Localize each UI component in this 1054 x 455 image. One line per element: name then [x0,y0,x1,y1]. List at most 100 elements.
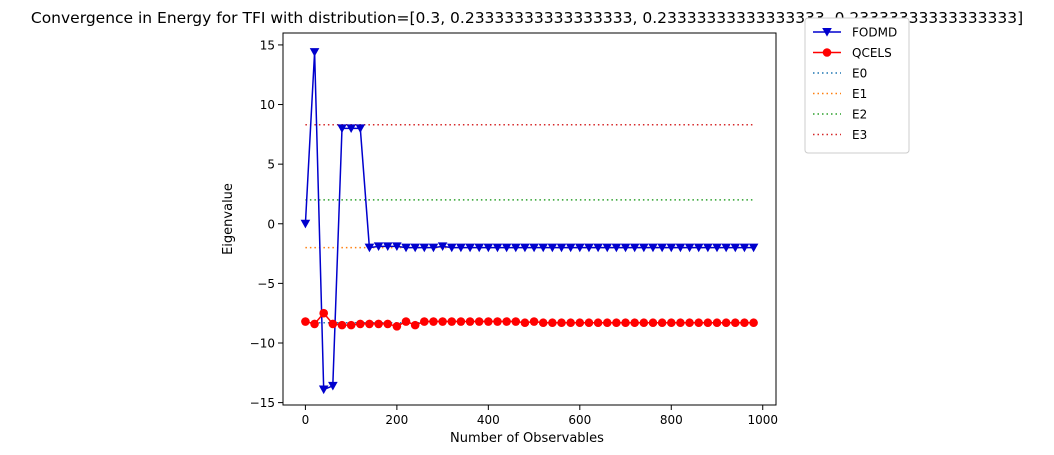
data-point-fodmd [419,243,430,253]
data-point-fodmd [547,243,558,253]
x-tick-label: 1000 [747,413,778,427]
data-point-fodmd [446,243,457,253]
y-tick-label: 0 [267,217,275,231]
data-point-fodmd [364,243,375,253]
data-point-qcels [465,317,475,326]
legend-marker-fodmd [822,28,832,37]
data-point-fodmd [730,243,741,253]
data-point-fodmd [318,385,329,395]
y-tick-label: 5 [267,158,275,172]
data-point-qcels [337,320,347,330]
y-axis-label: Eigenvalue [221,183,236,255]
legend-label-e1: E1 [852,87,867,101]
data-point-qcels [456,317,466,326]
data-point-qcels [520,318,530,328]
data-point-qcels [712,318,722,328]
x-tick-label: 0 [302,413,310,427]
data-point-qcels [374,319,383,329]
data-point-qcels [730,318,740,328]
data-point-fodmd [529,243,539,253]
data-point-fodmd [565,243,576,253]
data-point-qcels [355,319,365,329]
data-point-fodmd [346,124,356,133]
data-point-fodmd [437,242,448,252]
data-point-qcels [584,318,594,328]
y-tick-label: −10 [250,337,275,351]
data-point-fodmd [748,243,759,253]
data-point-qcels [621,318,630,328]
data-point-qcels [301,317,310,326]
data-point-qcels [310,319,319,329]
data-point-qcels [566,318,575,328]
data-point-fodmd [584,243,594,253]
data-point-qcels [648,318,658,328]
data-point-fodmd [501,243,512,253]
data-point-fodmd [593,243,603,253]
data-point-fodmd [474,243,484,253]
data-point-qcels [438,317,447,326]
data-point-qcels [502,317,511,326]
data-point-fodmd [639,243,649,253]
data-point-fodmd [465,243,475,253]
data-point-fodmd [410,243,420,253]
x-tick-label: 200 [385,413,408,427]
data-point-fodmd [483,243,494,253]
data-point-qcels [548,318,557,328]
data-point-qcels [666,318,676,328]
y-tick-label: −15 [250,396,275,410]
data-point-fodmd [556,243,567,253]
data-point-fodmd [382,242,393,252]
data-point-qcels [630,318,639,328]
data-point-fodmd [328,381,338,391]
x-tick-label: 600 [568,413,591,427]
data-point-fodmd [703,243,713,253]
axis-ticks: 0 200 400 600 800 1000 −15 −10 −5 0 5 10 15 [250,38,778,427]
data-point-qcels [575,318,585,328]
data-point-qcels [740,318,749,328]
data-point-qcels [694,318,704,328]
data-point-qcels [676,318,685,328]
series-line-fodmd [304,52,754,391]
data-point-qcels [721,318,731,328]
data-point-qcels [593,318,603,328]
data-point-qcels [346,320,356,330]
data-point-qcels [484,317,493,326]
data-point-fodmd [657,243,667,253]
legend-label-e3: E3 [852,128,867,142]
data-point-qcels [392,322,402,331]
data-point-fodmd [300,219,311,229]
data-point-qcels [557,318,566,328]
data-point-qcels [447,317,457,326]
data-point-qcels [410,320,420,330]
x-tick-label: 400 [477,413,500,427]
axes-frame [282,32,777,406]
legend: FODMD QCELS E0 E1 E2 E3 [804,17,910,154]
y-tick-label: −5 [257,277,275,291]
data-point-qcels [703,318,713,328]
x-axis-label: Number of Observables [450,431,604,446]
chart-title: Convergence in Energy for TFI with distr… [31,9,1023,27]
data-point-fodmd [520,243,530,253]
data-point-fodmd [620,243,631,253]
data-point-fodmd [648,243,658,253]
legend-marker-qcels [822,48,832,57]
data-point-qcels [474,317,484,326]
y-tick-label: 10 [260,98,275,112]
data-point-fodmd [693,243,704,253]
data-point-fodmd [392,242,402,252]
data-point-qcels [328,319,338,329]
data-point-qcels [319,308,329,318]
data-point-qcels [511,317,521,326]
data-point-fodmd [611,243,622,253]
data-point-qcels [657,318,667,328]
data-point-fodmd [721,243,731,253]
data-point-fodmd [629,243,640,253]
data-point-fodmd [401,243,411,253]
data-point-fodmd [355,124,366,133]
data-point-qcels [639,318,649,328]
data-point-fodmd [684,243,695,253]
legend-label-fodmd: FODMD [852,26,897,40]
data-point-qcels [612,318,621,328]
data-point-fodmd [492,243,503,253]
